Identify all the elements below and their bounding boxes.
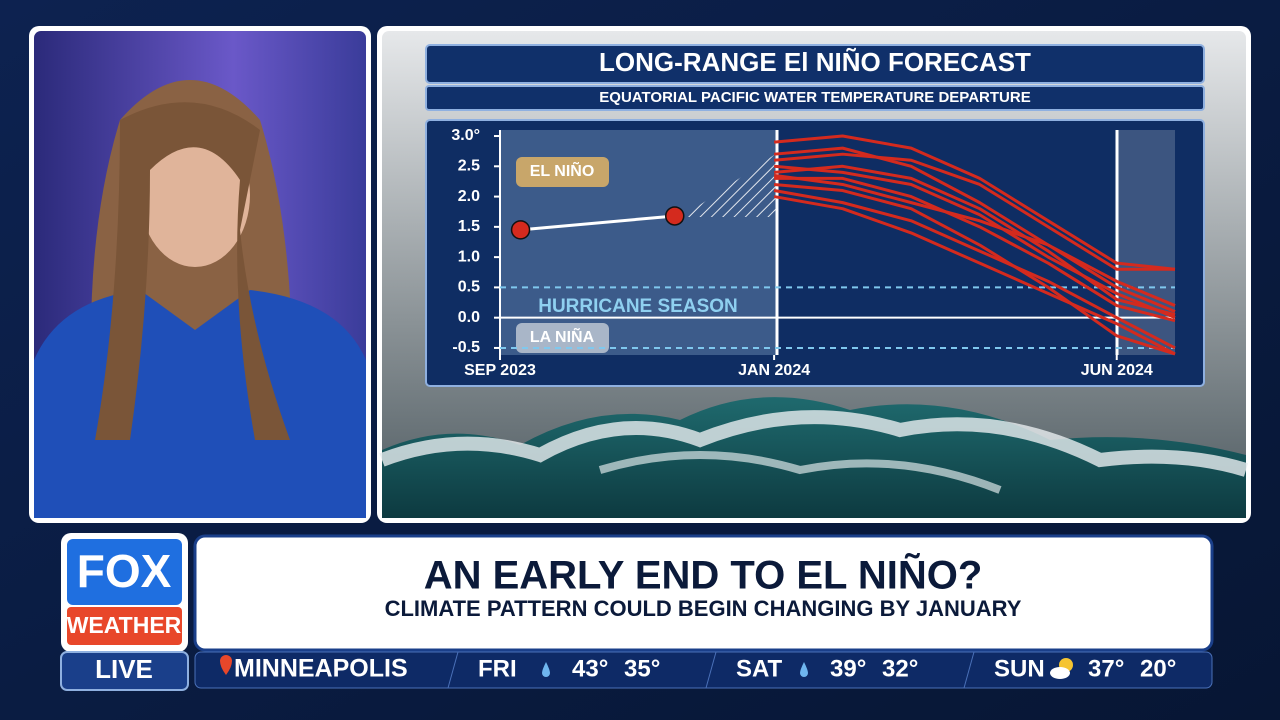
chart-title: LONG-RANGE El NIÑO FORECAST: [599, 47, 1031, 77]
series-line: [773, 173, 1176, 314]
divider: [963, 651, 975, 689]
y-tick-label: 0.0: [458, 309, 480, 326]
forecast-high: 37°: [1088, 655, 1124, 682]
series-line: [520, 214, 675, 232]
x-tick-label: JUN 2024: [1081, 362, 1153, 379]
forecast-low: 20°: [1140, 655, 1176, 682]
series-line: [773, 164, 1176, 317]
annotation-box: [516, 323, 609, 353]
logo-brand: FOX: [77, 545, 172, 597]
y-tick-label: 0.5: [458, 279, 480, 296]
series-line: [773, 182, 1176, 356]
y-tick-label: 2.5: [458, 158, 480, 175]
annotation: LA NIÑA: [530, 326, 595, 346]
headline: AN EARLY END TO EL NIÑO?: [424, 552, 983, 598]
series-line: [773, 146, 1176, 307]
x-tick-label: SEP 2023: [464, 362, 536, 379]
forecast-high: 39°: [830, 655, 866, 682]
annotation-box: [516, 157, 609, 187]
y-tick-label: 1.5: [458, 218, 480, 235]
location-pin: [220, 655, 232, 675]
data-point: [664, 206, 685, 226]
rain-icon: [542, 662, 550, 677]
headline-subtitle: CLIMATE PATTERN COULD BEGIN CHANGING BY …: [385, 596, 1022, 621]
annotation: EL NIÑO: [530, 160, 595, 180]
series-line: [773, 134, 1176, 271]
logo: [60, 533, 189, 691]
presenter-panel: [29, 26, 371, 523]
forecast-high: 43°: [572, 655, 608, 682]
forecast-low: 32°: [882, 655, 918, 682]
chart-subtitle: EQUATORIAL PACIFIC WATER TEMPERATURE DEP…: [599, 89, 1030, 106]
y-tick-label: 2.0: [458, 188, 480, 205]
live-badge: LIVE: [95, 654, 153, 684]
divider: [705, 651, 717, 689]
series-line: [773, 195, 1176, 356]
logo-sub: WEATHER: [67, 612, 182, 638]
y-tick-label: 3.0°: [451, 127, 480, 144]
annotation: HURRICANE SEASON: [538, 296, 738, 317]
rain-icon: [800, 662, 808, 677]
divider: [447, 651, 459, 689]
series-line: [773, 152, 1175, 271]
data-point: [510, 220, 531, 240]
forecast-day: FRI: [478, 655, 517, 682]
y-tick-label: 1.0: [458, 248, 480, 265]
forecast: FRI 43° 35° SAT 39° 32° SUN 37° 20°: [447, 651, 1176, 689]
series-line: [773, 189, 1176, 350]
headline-box: [193, 534, 1214, 652]
forecast-day: SAT: [736, 655, 783, 682]
cloud-icon: [1050, 667, 1070, 679]
forecast-day: SUN: [994, 655, 1045, 682]
series-line: [774, 176, 1176, 323]
plot: 3.0° 2.5 2.0 1.5 1.0 0.5 0.0 -0.5 SEP 2023 JAN 20…: [451, 127, 1176, 379]
forecast-low: 35°: [624, 655, 660, 682]
x-tick-label: JAN 2024: [738, 362, 810, 379]
y-tick-label: -0.5: [452, 339, 480, 356]
weather-bar: [194, 651, 1213, 689]
location: MINNEAPOLIS: [234, 655, 408, 683]
series-line: [773, 164, 1176, 320]
